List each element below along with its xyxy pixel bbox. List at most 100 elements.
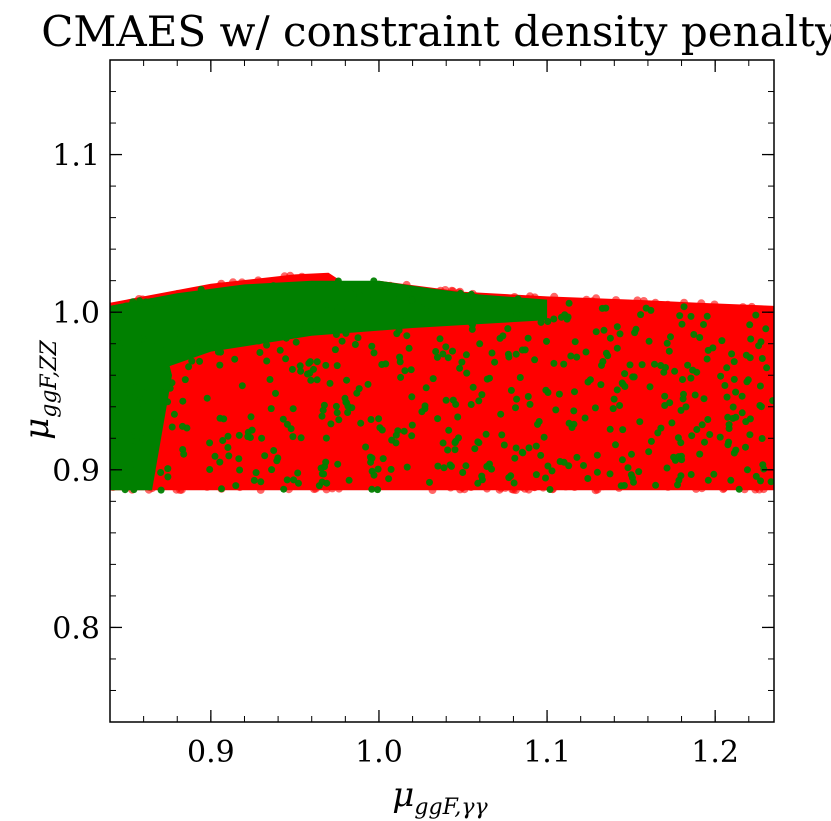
data-point	[747, 335, 755, 343]
data-point	[631, 430, 640, 439]
data-point	[370, 349, 378, 357]
data-point	[629, 389, 638, 398]
x-tick-label: 1.0	[355, 735, 403, 770]
data-point	[288, 365, 296, 373]
data-point	[767, 478, 774, 486]
data-point	[666, 475, 675, 484]
data-point	[751, 428, 760, 437]
data-point	[560, 360, 568, 368]
data-point	[744, 376, 752, 384]
data-point	[696, 334, 704, 341]
data-point	[161, 389, 169, 397]
data-point	[764, 449, 773, 458]
data-point	[368, 485, 376, 493]
data-point	[606, 383, 615, 392]
data-point	[239, 447, 248, 456]
data-point	[759, 461, 767, 469]
data-point	[279, 415, 287, 423]
data-point	[667, 333, 674, 341]
data-point	[162, 346, 170, 354]
data-point	[758, 355, 766, 362]
data-point	[534, 309, 542, 317]
data-point	[387, 353, 396, 362]
data-point	[156, 298, 163, 306]
data-point	[185, 363, 193, 371]
data-point	[488, 349, 496, 357]
data-point	[526, 400, 534, 408]
data-point	[266, 380, 275, 389]
data-point	[530, 362, 539, 371]
data-point	[442, 343, 450, 351]
data-point	[227, 392, 236, 401]
data-point	[219, 437, 227, 444]
data-point	[647, 437, 655, 445]
data-point	[180, 450, 188, 458]
data-point	[768, 336, 774, 345]
data-point	[601, 458, 610, 467]
data-point	[174, 429, 183, 438]
data-point	[379, 455, 387, 463]
data-point	[663, 339, 671, 347]
data-point	[588, 305, 597, 314]
data-point	[136, 395, 144, 403]
data-point	[223, 468, 232, 477]
data-point	[256, 349, 264, 356]
data-point	[452, 381, 461, 390]
data-point	[752, 462, 761, 471]
data-point	[130, 393, 138, 401]
data-point	[705, 388, 714, 397]
data-point	[532, 442, 540, 450]
data-point	[499, 332, 507, 340]
data-point	[464, 469, 473, 477]
data-point	[130, 486, 138, 494]
data-point	[408, 393, 416, 401]
data-point	[416, 365, 425, 374]
data-point	[573, 453, 581, 461]
data-point	[718, 445, 727, 453]
data-point	[636, 418, 644, 426]
data-point	[131, 384, 139, 392]
data-point	[407, 366, 415, 374]
data-point	[191, 411, 200, 420]
data-point	[754, 413, 763, 422]
data-point	[333, 362, 341, 370]
data-point	[297, 457, 305, 466]
data-point	[565, 419, 573, 427]
data-point	[271, 371, 280, 379]
data-point	[270, 323, 278, 331]
data-point	[201, 422, 210, 431]
data-point	[300, 385, 308, 394]
data-point	[242, 352, 250, 361]
data-point	[723, 364, 731, 372]
data-point	[550, 359, 558, 367]
data-point	[430, 442, 439, 451]
data-point	[319, 406, 327, 414]
data-point	[621, 383, 629, 390]
data-point	[115, 340, 123, 348]
series-green-points	[110, 277, 774, 494]
data-point	[130, 460, 138, 468]
data-point	[283, 476, 291, 484]
data-point	[724, 413, 732, 421]
data-point	[349, 430, 357, 439]
data-point	[325, 300, 333, 308]
data-point	[507, 386, 515, 394]
data-point	[256, 315, 264, 323]
data-point	[599, 479, 608, 488]
data-point	[747, 302, 756, 311]
data-point	[364, 396, 372, 405]
data-point	[320, 470, 328, 478]
data-point	[291, 398, 300, 407]
data-point	[129, 356, 137, 364]
data-point	[476, 298, 484, 306]
data-point	[174, 454, 183, 463]
data-point	[543, 337, 550, 345]
data-point	[555, 326, 564, 335]
data-point	[764, 381, 773, 390]
data-point	[723, 393, 731, 401]
data-point	[546, 432, 555, 441]
data-point	[592, 328, 600, 336]
data-point	[408, 432, 416, 440]
data-point	[602, 304, 610, 312]
data-point	[525, 459, 534, 468]
